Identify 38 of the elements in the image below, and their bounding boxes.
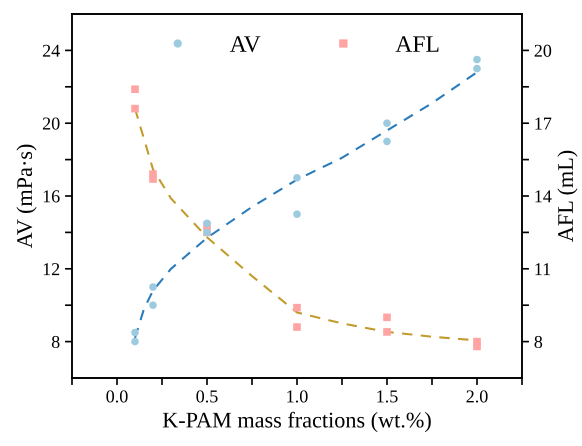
point: [149, 175, 157, 183]
x-tick-label: 1.0: [287, 390, 308, 403]
point: [131, 338, 139, 346]
point: [383, 119, 391, 128]
y-tick-label: 24: [42, 44, 60, 57]
y-tick-label: 8: [52, 336, 60, 348]
point: [473, 342, 481, 350]
point: [293, 304, 301, 312]
point: [149, 283, 157, 291]
point: [293, 174, 301, 182]
y2-axis-title: AFL (mL): [557, 150, 578, 242]
y-tick-label: 16: [44, 190, 60, 202]
y2-tick-label: 14: [535, 190, 552, 202]
point: [383, 314, 391, 322]
point: [293, 323, 301, 331]
y-tick-label: 12: [44, 263, 60, 276]
point: [383, 328, 391, 336]
y-axis-title: AV (mPa·s): [16, 144, 37, 248]
y2-tick-label: 20: [534, 44, 552, 57]
y2-tick-label: 17: [535, 118, 552, 130]
point: [149, 301, 157, 310]
x-tick-label: 2.0: [466, 390, 488, 403]
y2-tick-label: 8: [534, 336, 542, 348]
point: [383, 138, 391, 146]
x-tick-label: 0.5: [196, 390, 218, 403]
y-tick-label: 20: [42, 117, 60, 130]
legend-label: AV: [230, 36, 260, 52]
point: [473, 64, 481, 72]
point: [131, 328, 139, 336]
x-axis-title: K-PAM mass fractions (wt.%): [162, 412, 431, 432]
point: [473, 56, 481, 64]
x-tick-label: 1.5: [377, 390, 398, 403]
legend-label: AFL: [396, 36, 438, 52]
point: [293, 210, 301, 218]
point: [131, 104, 139, 112]
y2-tick-label: 11: [535, 263, 550, 276]
point: [131, 85, 139, 94]
x-tick-label: 0.0: [106, 390, 128, 403]
